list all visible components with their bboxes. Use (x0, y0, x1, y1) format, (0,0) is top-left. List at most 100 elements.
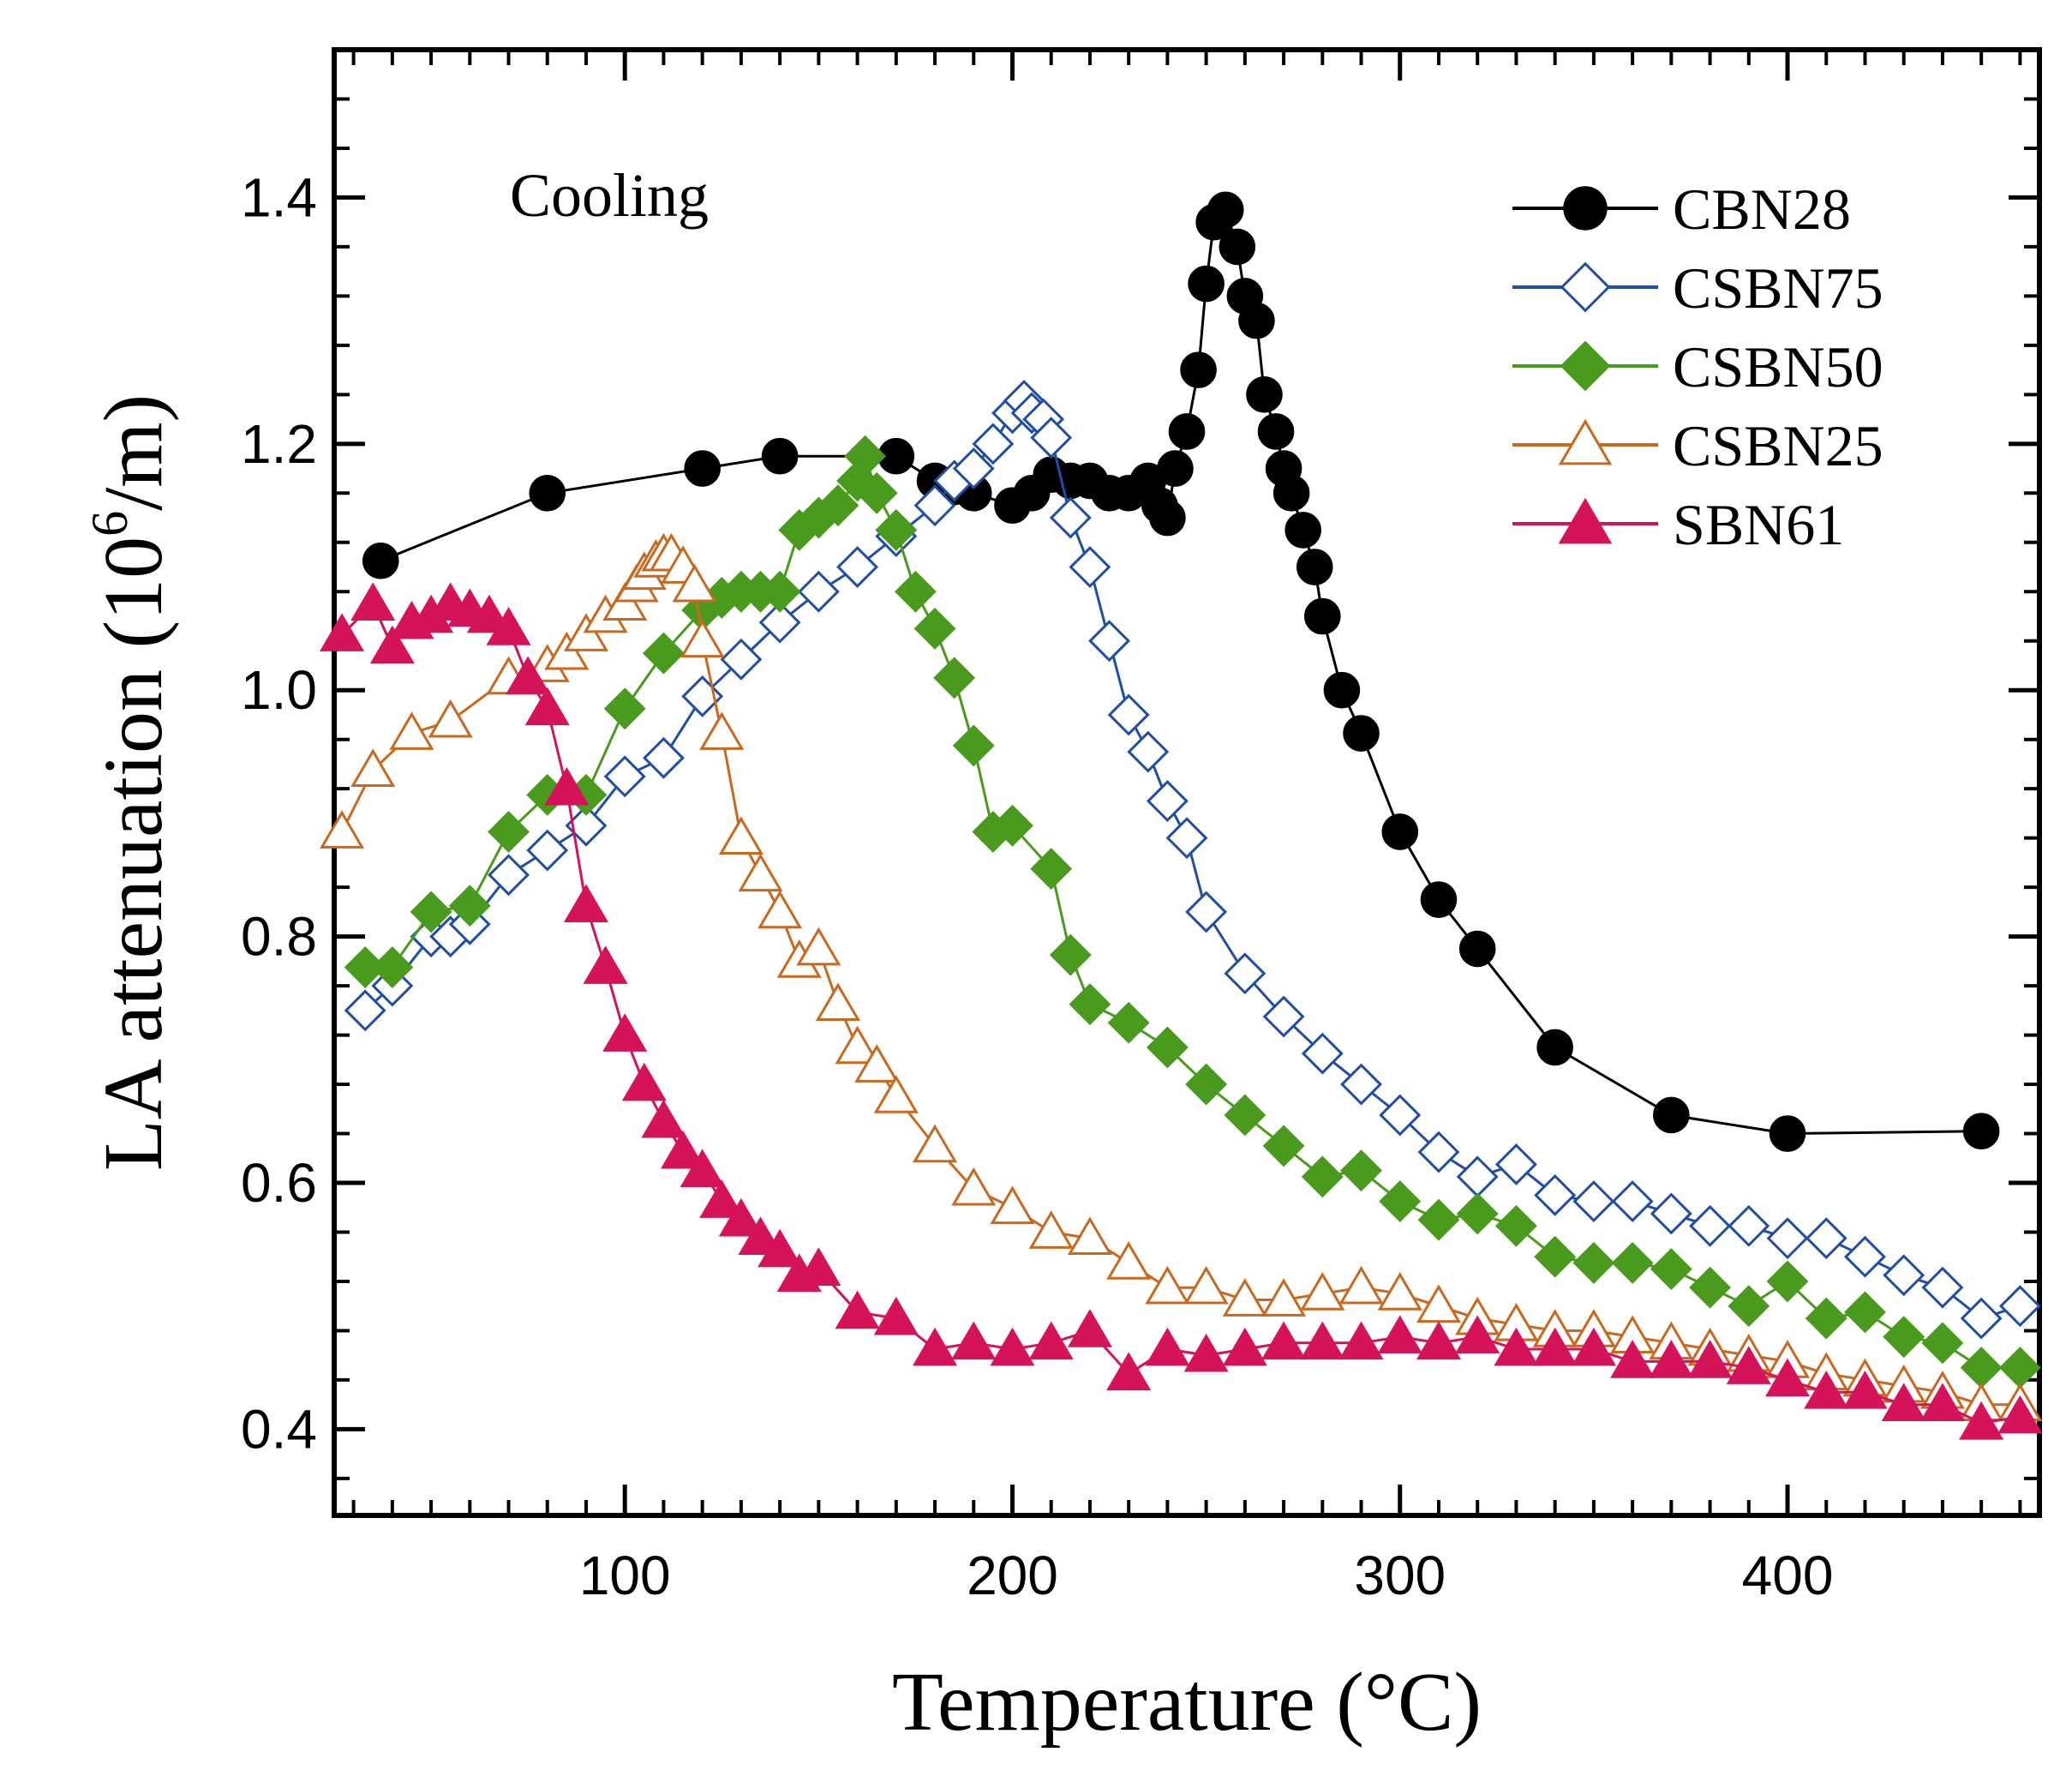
data-point-sbn61 (1687, 1340, 1733, 1378)
data-point-csbn25 (1222, 1278, 1267, 1317)
data-point-sbn61 (699, 1179, 745, 1218)
legend-label-csbn50: CSBN50 (1673, 334, 1883, 399)
legend-marker-cbn28 (1563, 186, 1608, 231)
data-point-csbn50 (1107, 1001, 1150, 1044)
data-point-sbn61 (563, 884, 609, 923)
y-tick-label: 1.4 (241, 166, 317, 228)
legend-marker-csbn75 (1560, 261, 1611, 313)
data-point-csbn75 (603, 755, 646, 798)
series-sbn61 (319, 582, 2043, 1440)
data-point-sbn61 (912, 1327, 958, 1366)
data-point-csbn50 (603, 687, 646, 730)
legend-marker-sbn61 (1558, 497, 1613, 544)
data-point-csbn50 (1340, 1149, 1382, 1192)
data-point-sbn61 (1377, 1315, 1422, 1353)
data-point-csbn25 (1416, 1284, 1462, 1323)
data-point-csbn25 (672, 563, 717, 603)
series-cbn28 (362, 191, 2000, 1152)
axis-ticks (334, 48, 2039, 1515)
data-point-csbn50 (1921, 1322, 1964, 1365)
data-point-cbn28 (1207, 191, 1244, 229)
data-point-csbn50 (894, 570, 937, 613)
data-point-sbn61 (1494, 1327, 1539, 1366)
data-point-csbn75 (1960, 1297, 2003, 1340)
legend-entry-csbn75: CSBN75 (1512, 255, 1883, 321)
data-point-csbn50 (1379, 1180, 1422, 1223)
data-point-csbn75 (720, 638, 763, 681)
data-point-sbn61 (680, 1149, 725, 1188)
data-point-csbn25 (738, 853, 783, 892)
data-point-csbn50 (642, 632, 685, 675)
data-point-csbn25 (1300, 1272, 1345, 1311)
data-point-csbn25 (319, 810, 365, 849)
data-point-sbn61 (369, 625, 415, 664)
y-axis-title: LA attenuation (106/m) (81, 394, 180, 1171)
x-tick-label: 400 (1742, 1545, 1834, 1606)
data-point-sbn61 (1106, 1352, 1152, 1391)
data-point-csbn75 (1224, 952, 1267, 995)
data-point-csbn75 (1088, 620, 1130, 663)
data-point-csbn25 (1106, 1241, 1152, 1280)
data-point-sbn61 (796, 1247, 841, 1286)
data-point-csbn75 (1107, 693, 1150, 736)
data-point-sbn61 (1145, 1327, 1190, 1366)
data-point-cbn28 (1188, 265, 1225, 303)
data-point-csbn50 (1534, 1235, 1577, 1278)
data-point-csbn75 (1998, 1285, 2041, 1328)
legend-label-csbn75: CSBN75 (1673, 255, 1883, 321)
data-point-csbn25 (699, 711, 745, 750)
data-point-cbn28 (1296, 549, 1333, 585)
data-point-sbn61 (1804, 1371, 1849, 1409)
data-point-csbn50 (1650, 1248, 1692, 1291)
data-point-cbn28 (1381, 813, 1419, 850)
data-point-cbn28 (1769, 1115, 1806, 1152)
data-point-cbn28 (1962, 1113, 2000, 1149)
data-point-csbn50 (875, 508, 918, 551)
data-point-csbn50 (855, 471, 898, 514)
data-point-sbn61 (583, 945, 628, 984)
data-point-csbn25 (912, 1124, 958, 1163)
data-point-csbn50 (1185, 1063, 1228, 1106)
data-point-sbn61 (641, 1099, 686, 1138)
data-point-csbn75 (344, 989, 386, 1032)
data-point-sbn61 (990, 1327, 1035, 1366)
data-point-csbn50 (1689, 1266, 1732, 1309)
plot-frame (332, 47, 2042, 1518)
data-point-sbn61 (1919, 1383, 1965, 1422)
y-axis-title-tail: /m) (87, 394, 180, 511)
series-csbn75 (344, 380, 2041, 1340)
data-point-csbn75 (1494, 1143, 1537, 1185)
data-point-csbn50 (1030, 848, 1073, 891)
data-point-cbn28 (1303, 597, 1341, 635)
data-point-csbn25 (1067, 1216, 1112, 1256)
legend: CBN28 CSBN75 CSBN50 CSBN25 SBN61 (1512, 177, 1883, 557)
data-point-csbn25 (854, 1044, 900, 1083)
data-point-csbn50 (371, 946, 414, 988)
data-point-cbn28 (684, 450, 721, 487)
data-point-csbn75 (526, 829, 569, 872)
data-point-sbn61 (951, 1321, 997, 1360)
series-layer (319, 191, 2043, 1440)
data-point-csbn75 (797, 570, 840, 613)
data-point-csbn75 (1611, 1180, 1654, 1223)
data-point-csbn75 (1146, 780, 1189, 822)
legend-marker-csbn25 (1558, 418, 1613, 465)
data-point-csbn75 (836, 546, 879, 588)
data-point-csbn75 (642, 736, 685, 779)
data-point-cbn28 (1149, 499, 1186, 537)
data-point-sbn61 (1261, 1321, 1307, 1360)
data-point-csbn75 (681, 675, 724, 717)
data-point-csbn25 (718, 816, 764, 855)
data-point-csbn75 (913, 484, 956, 527)
data-point-csbn75 (488, 854, 530, 897)
data-point-csbn25 (1261, 1278, 1307, 1317)
legend-entry-sbn61: SBN61 (1512, 492, 1844, 557)
data-point-csbn25 (796, 927, 841, 966)
data-point-csbn75 (565, 804, 608, 847)
data-point-sbn61 (1338, 1321, 1384, 1360)
x-tick-label: 100 (579, 1545, 671, 1606)
data-point-csbn25 (1028, 1210, 1074, 1249)
data-point-csbn25 (389, 711, 434, 750)
data-point-csbn50 (1494, 1204, 1537, 1247)
